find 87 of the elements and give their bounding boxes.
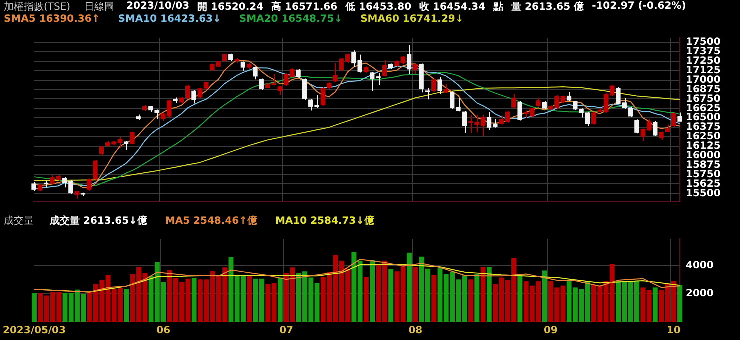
- bar: [474, 274, 480, 322]
- bar: [486, 267, 492, 322]
- candlestick: [438, 76, 442, 96]
- candlestick: [333, 62, 338, 83]
- bar: [278, 278, 283, 322]
- candlestick: [462, 110, 467, 134]
- chart-subtitle: 日線圖: [84, 0, 115, 14]
- candlestick: [278, 85, 282, 96]
- bar: [32, 293, 37, 322]
- text: SMA20 16548.75↓: [239, 14, 343, 25]
- bar: [468, 280, 474, 322]
- candlestick: [653, 121, 658, 137]
- y-tick-label: 17125: [686, 65, 721, 76]
- candlestick: [320, 87, 326, 107]
- x-tick-label: 2023/05/03: [3, 326, 66, 337]
- text: SMA10 16423.63↓: [118, 14, 222, 25]
- text: 開 16520.24: [198, 0, 264, 14]
- candlestick: [518, 100, 522, 122]
- y-tick-label: 16500: [686, 112, 721, 124]
- text: MA10 2584.73↓億: [275, 214, 374, 228]
- bar: [192, 278, 197, 322]
- candlestick: [198, 87, 202, 99]
- bar: [413, 267, 418, 322]
- bar: [407, 252, 412, 322]
- x-tick-label: 08: [408, 326, 423, 337]
- candlestick: [296, 68, 301, 79]
- y-tick-label: 4000: [686, 260, 714, 272]
- text: SMA60 16741.29↓: [360, 14, 464, 25]
- y-tick-label: 2000: [686, 288, 714, 300]
- candlestick: [99, 146, 104, 156]
- x-tick-label: 10: [666, 326, 681, 337]
- text: 量 2613.65 億: [512, 0, 584, 14]
- text: 成交量 2613.65↓億: [50, 214, 148, 228]
- text: SMA5 16390.36↑: [4, 14, 100, 25]
- y-tick-label: 17250: [686, 56, 721, 68]
- y-tick-label: 16375: [686, 122, 721, 134]
- y-tick-label: 17375: [686, 46, 721, 58]
- candlestick: [192, 90, 196, 104]
- text: 2023/10/03: [126, 1, 190, 12]
- bar: [247, 275, 252, 322]
- bar: [364, 276, 369, 322]
- candlestick: [432, 78, 436, 93]
- y-tick-label: 15875: [686, 160, 721, 171]
- candlestick: [130, 131, 135, 146]
- x-tick-label: 06: [156, 326, 171, 337]
- candlestick: [240, 61, 246, 72]
- candlestick: [253, 66, 258, 80]
- bar: [678, 285, 682, 322]
- bar: [432, 275, 437, 322]
- y-tick-label: 16250: [686, 132, 721, 143]
- y-tick-label: 16750: [686, 94, 721, 105]
- chart-title: 成交量: [4, 214, 34, 228]
- candlestick: [302, 78, 308, 100]
- text: 高 16571.66: [272, 0, 338, 14]
- candlestick: [592, 112, 596, 126]
- y-tick-label: 16125: [686, 141, 721, 152]
- candlestick: [444, 84, 449, 94]
- candlestick: [154, 109, 160, 120]
- y-tick-label: 16625: [686, 103, 721, 114]
- y-tick-label: 17500: [686, 37, 721, 48]
- candlestick: [406, 44, 412, 75]
- candlestick: [512, 94, 516, 109]
- bar: [124, 289, 130, 322]
- candlestick: [566, 92, 572, 102]
- text: 低 16453.80: [346, 0, 412, 14]
- bar: [652, 288, 658, 322]
- candlestick: [382, 60, 388, 78]
- chart-title: 加權指數(TSE): [4, 0, 71, 14]
- y-tick-label: 15500: [686, 188, 721, 200]
- candlestick: [425, 88, 430, 100]
- candlestick: [672, 112, 676, 128]
- text: -102.97 (-0.62%): [592, 1, 686, 12]
- x-tick-label: 09: [544, 326, 558, 337]
- y-tick-label: 16875: [686, 84, 721, 96]
- candlestick: [634, 119, 640, 134]
- text: 點: [494, 0, 504, 14]
- y-tick-label: 15625: [686, 178, 721, 190]
- bar: [518, 274, 523, 322]
- bar: [388, 269, 394, 322]
- bar: [370, 260, 376, 322]
- text: 收 16454.34: [420, 0, 486, 14]
- candlestick: [413, 63, 418, 75]
- text: MA5 2548.46↑億: [165, 214, 258, 228]
- x-tick-label: 07: [280, 326, 294, 337]
- y-tick-label: 15750: [686, 169, 721, 180]
- y-tick-label: 16000: [686, 150, 721, 162]
- y-tick-label: 17000: [686, 74, 721, 86]
